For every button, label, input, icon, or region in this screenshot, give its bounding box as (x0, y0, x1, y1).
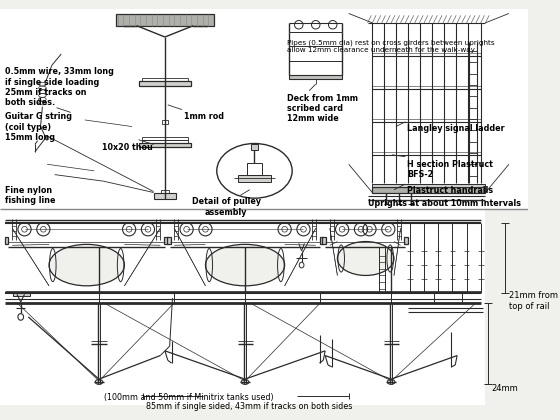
Bar (138, 142, 192, 147)
Text: Uprights at about 10mm intervals: Uprights at about 10mm intervals (367, 199, 521, 208)
Bar (142, 137, 188, 140)
Text: H section Plastruct
BFS-2: H section Plastruct BFS-2 (407, 160, 493, 179)
Bar (162, 120, 168, 124)
Text: (100mm and 50mm if Minitrix tanks used): (100mm and 50mm if Minitrix tanks used) (104, 393, 273, 402)
Text: Pipes (0.5mm dia) rest on cross girders between uprights
allow 12mm clearance un: Pipes (0.5mm dia) rest on cross girders … (287, 40, 495, 53)
Bar (323, 237, 326, 244)
Text: Guitar G string
(coil type)
15mm long: Guitar G string (coil type) 15mm long (4, 113, 72, 142)
Bar (153, 194, 176, 199)
Ellipse shape (217, 144, 292, 198)
Bar (116, 14, 214, 26)
Bar (372, 187, 486, 192)
Bar (164, 237, 168, 244)
Bar (13, 292, 30, 296)
Text: 10x20 thou: 10x20 thou (102, 142, 152, 152)
Bar (0, 9, 528, 209)
Bar (247, 163, 262, 175)
Bar (4, 237, 8, 244)
Text: Detail of pulley
assembly: Detail of pulley assembly (192, 197, 261, 217)
Bar (142, 79, 188, 81)
Bar (167, 237, 171, 244)
Bar (290, 75, 342, 79)
Text: Plastruct handrails: Plastruct handrails (407, 186, 493, 195)
Bar (142, 140, 188, 142)
Text: 85mm if single sided, 43mm if tracks on both sides: 85mm if single sided, 43mm if tracks on … (146, 402, 352, 411)
Bar (138, 81, 192, 86)
Text: 1mm rod: 1mm rod (184, 113, 224, 121)
Bar (404, 237, 408, 244)
Text: Fine nylon
fishing line: Fine nylon fishing line (4, 186, 55, 205)
Text: Deck from 1mm
scribed card
12mm wide: Deck from 1mm scribed card 12mm wide (287, 94, 358, 123)
Bar (320, 237, 323, 244)
Text: 24mm: 24mm (491, 384, 518, 393)
Text: 21mm from
top of rail: 21mm from top of rail (509, 291, 558, 311)
Text: 0.5mm wire, 33mm long
if single side loading
25mm if tracks on
both sides.: 0.5mm wire, 33mm long if single side loa… (4, 67, 114, 108)
Text: Langley signal ladder: Langley signal ladder (407, 124, 505, 133)
Bar (251, 144, 258, 150)
Bar (372, 184, 486, 187)
Bar (237, 175, 272, 182)
Bar (161, 190, 169, 194)
Ellipse shape (206, 244, 284, 286)
Ellipse shape (49, 244, 124, 286)
Ellipse shape (338, 241, 394, 276)
Bar (0, 209, 486, 404)
